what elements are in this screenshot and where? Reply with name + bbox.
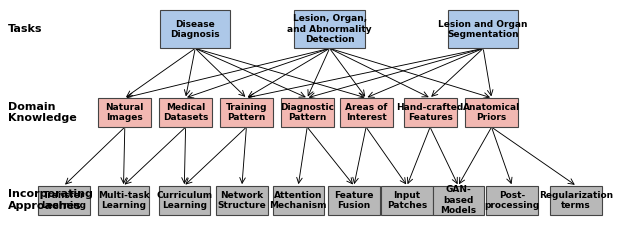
Text: Hand-crafted
Features: Hand-crafted Features (396, 103, 464, 122)
Text: Input
Patches: Input Patches (387, 191, 427, 210)
FancyBboxPatch shape (339, 98, 393, 127)
Text: Regularization
terms: Regularization terms (539, 191, 613, 210)
FancyBboxPatch shape (294, 10, 365, 48)
Text: Post-
processing: Post- processing (484, 191, 540, 210)
Text: Training
Pattern: Training Pattern (226, 103, 267, 122)
FancyBboxPatch shape (381, 186, 433, 215)
FancyBboxPatch shape (465, 98, 518, 127)
Text: Multi-task
Learning: Multi-task Learning (98, 191, 149, 210)
Text: Network
Structure: Network Structure (218, 191, 266, 210)
FancyBboxPatch shape (550, 186, 602, 215)
FancyBboxPatch shape (98, 186, 149, 215)
FancyBboxPatch shape (159, 98, 212, 127)
FancyBboxPatch shape (38, 186, 90, 215)
Text: Lesion, Organ,
and Abnormality
Detection: Lesion, Organ, and Abnormality Detection (287, 14, 372, 44)
Text: Lesion and Organ
Segmentation: Lesion and Organ Segmentation (438, 20, 528, 39)
FancyBboxPatch shape (216, 186, 268, 215)
FancyBboxPatch shape (328, 186, 380, 215)
Text: Curriculum
Learning: Curriculum Learning (156, 191, 212, 210)
FancyBboxPatch shape (159, 186, 210, 215)
Text: Tasks: Tasks (8, 24, 42, 34)
FancyBboxPatch shape (448, 10, 518, 48)
Text: Domain
Knowledge: Domain Knowledge (8, 102, 76, 123)
Text: Medical
Datasets: Medical Datasets (163, 103, 208, 122)
Text: Natural
Images: Natural Images (106, 103, 144, 122)
FancyBboxPatch shape (220, 98, 273, 127)
Text: Feature
Fusion: Feature Fusion (334, 191, 374, 210)
FancyBboxPatch shape (273, 186, 324, 215)
FancyBboxPatch shape (404, 98, 457, 127)
Text: Transfer
Learning: Transfer Learning (42, 191, 86, 210)
FancyBboxPatch shape (99, 98, 151, 127)
FancyBboxPatch shape (486, 186, 538, 215)
Text: Anatomical
Priors: Anatomical Priors (463, 103, 520, 122)
FancyBboxPatch shape (280, 98, 334, 127)
Text: GAN-
based
Models: GAN- based Models (440, 185, 476, 215)
FancyBboxPatch shape (433, 186, 484, 215)
Text: Diagnostic
Pattern: Diagnostic Pattern (280, 103, 334, 122)
FancyBboxPatch shape (160, 10, 230, 48)
Text: Incorporating
Approaches: Incorporating Approaches (8, 189, 93, 211)
Text: Areas of
Interest: Areas of Interest (345, 103, 387, 122)
Text: Attention
Mechanism: Attention Mechanism (269, 191, 327, 210)
Text: Disease
Diagnosis: Disease Diagnosis (170, 20, 220, 39)
